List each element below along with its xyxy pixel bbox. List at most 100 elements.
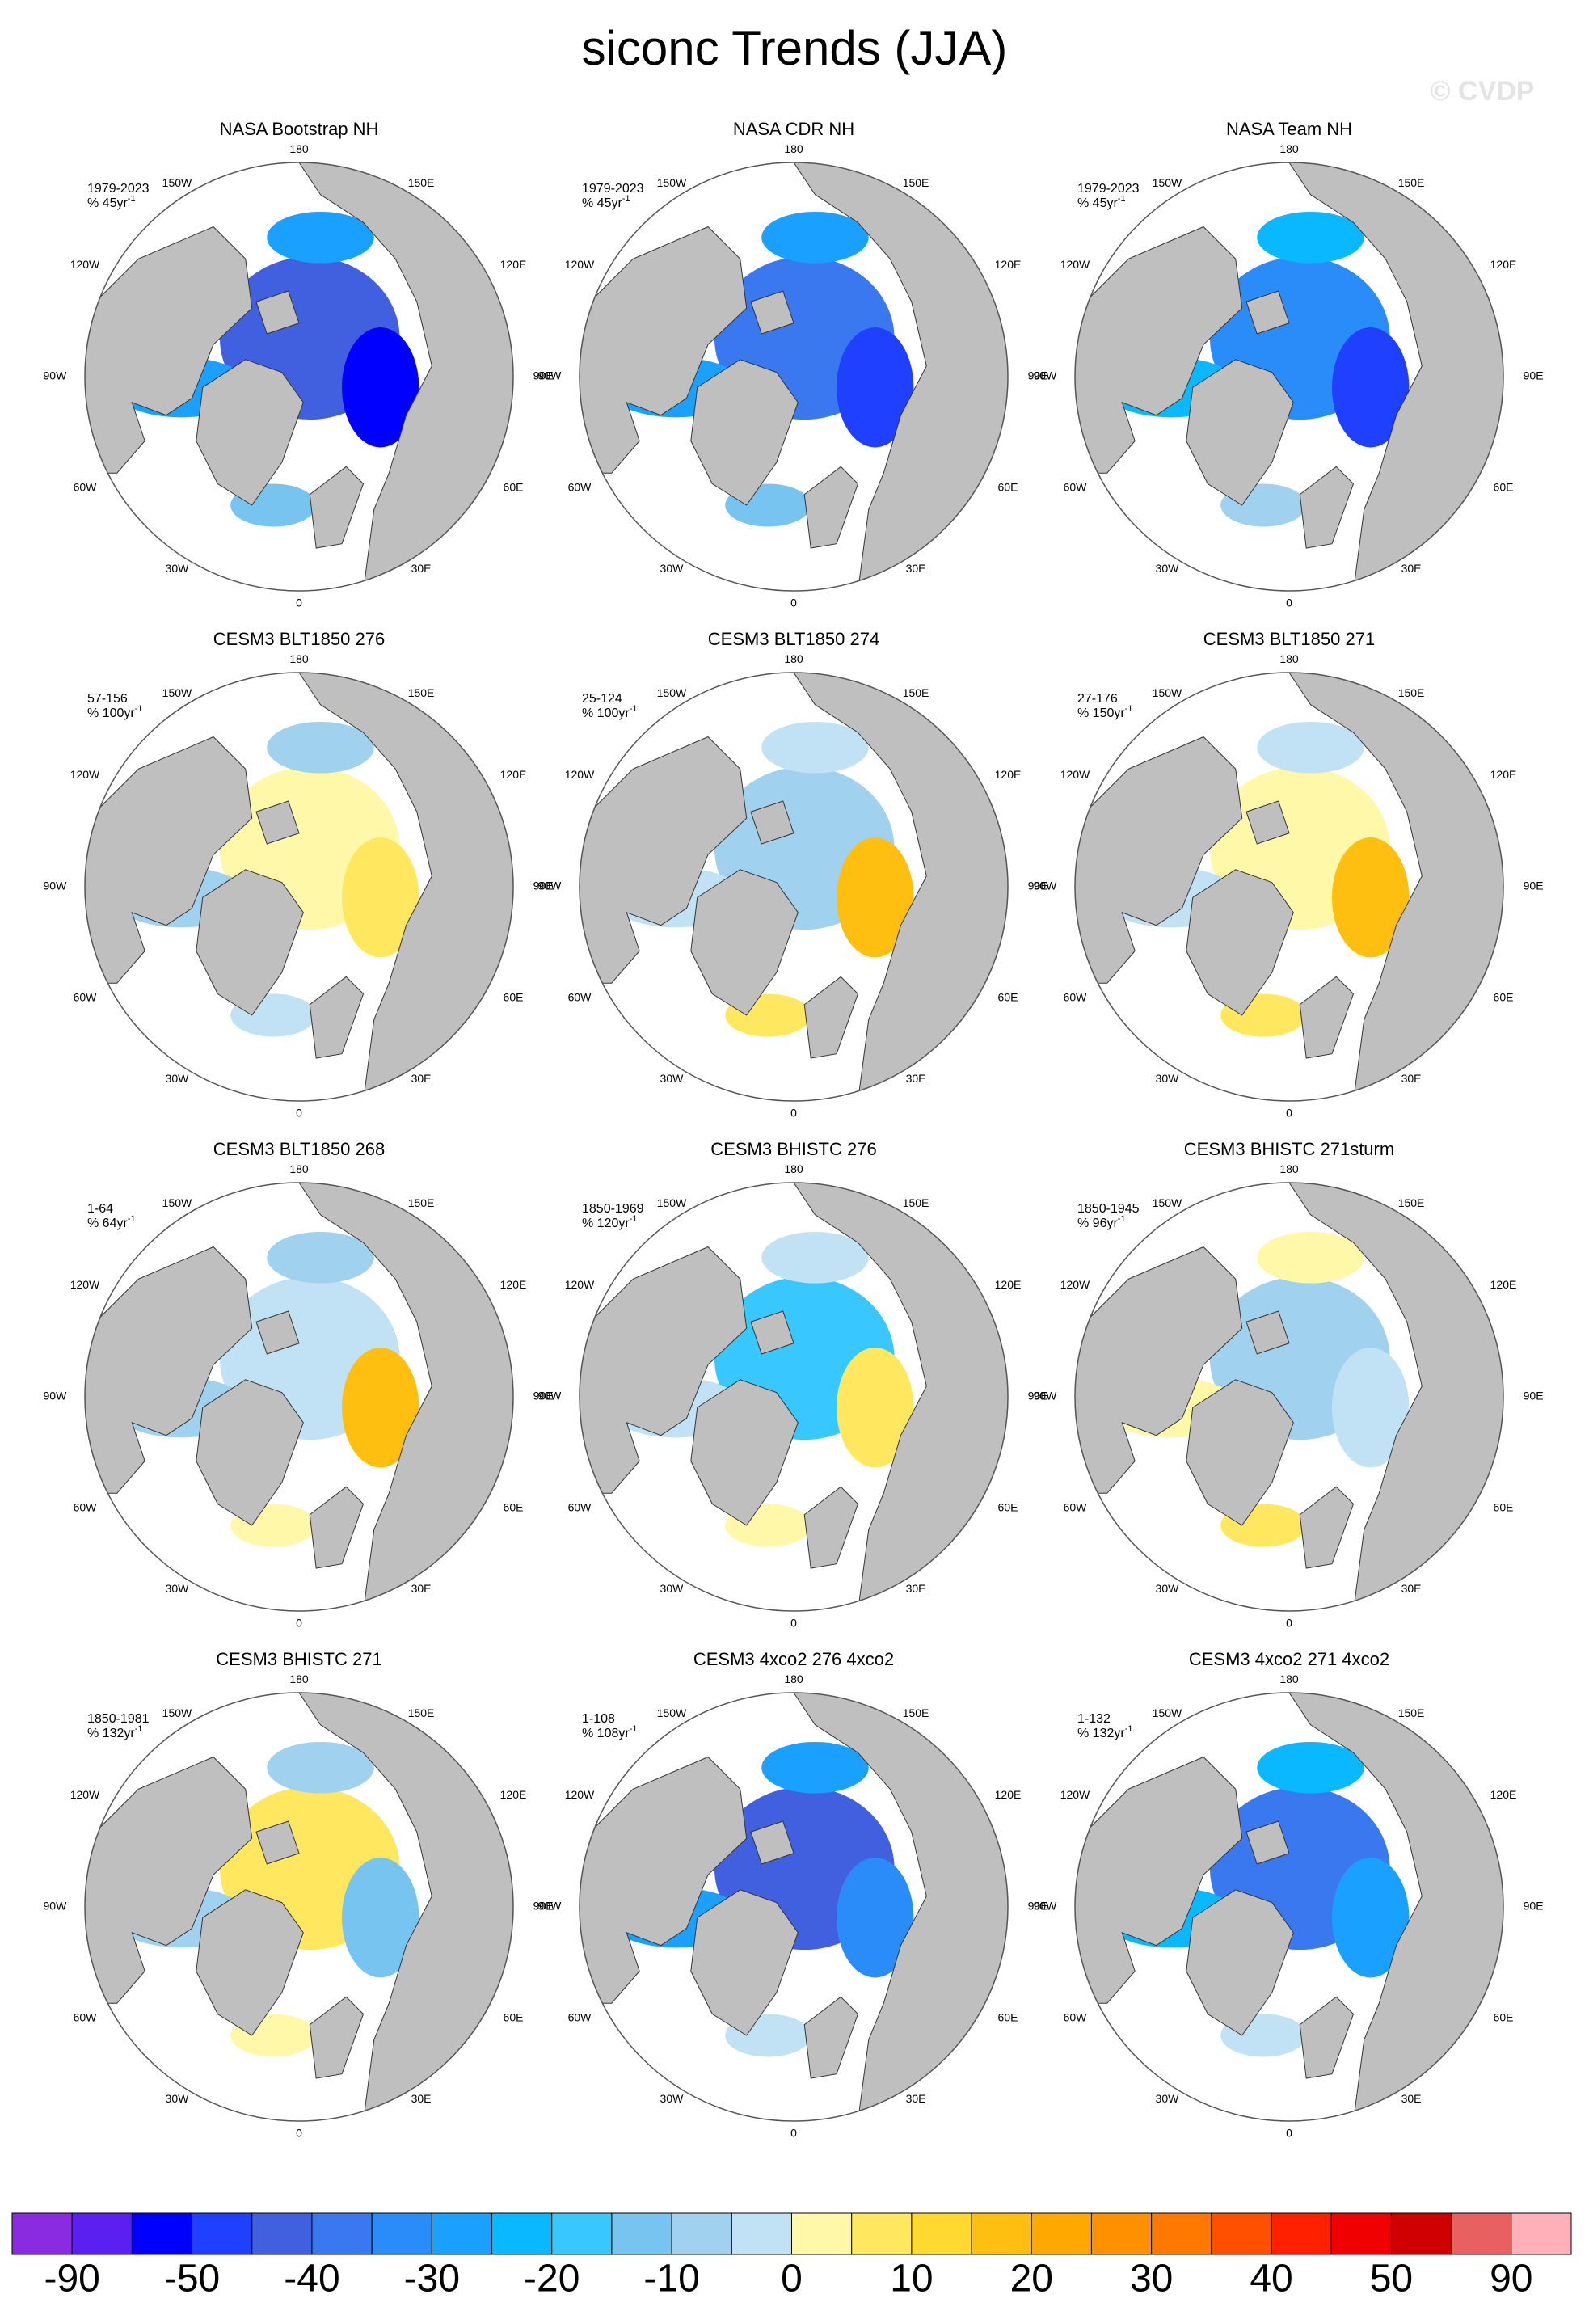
- longitude-label: 150E: [1398, 686, 1425, 699]
- longitude-label: 30W: [660, 1582, 685, 1595]
- land: [85, 1756, 253, 2004]
- map-body: [85, 1693, 513, 2121]
- land: [298, 673, 513, 1101]
- longitude-label: 30E: [1401, 1582, 1422, 1595]
- land: [1186, 1379, 1294, 1526]
- units-exponent: -1: [622, 194, 630, 204]
- map-panel: NASA CDR NH 180 150E 120E 90E 60E 30E 0 30W 60W 90…: [538, 119, 1048, 609]
- map-border: [1074, 672, 1504, 1102]
- units: % 45yr: [1077, 196, 1118, 210]
- ice-trend: [342, 1858, 419, 1978]
- land: [196, 359, 304, 506]
- colorbar-label: -20: [524, 2258, 580, 2301]
- colorbar-box: [1271, 2212, 1332, 2255]
- land: [750, 1820, 794, 1865]
- colorbar-box: [971, 2212, 1032, 2255]
- longitude-label: 150W: [1153, 686, 1182, 699]
- longitude-label: 150E: [408, 686, 435, 699]
- longitude-label: 150E: [903, 176, 929, 189]
- longitude-label: 120W: [1060, 768, 1090, 781]
- longitude-label: 150W: [162, 1196, 192, 1209]
- units: % 108yr: [582, 1727, 630, 1740]
- longitude-label: 90E: [1524, 369, 1544, 382]
- units: % 132yr: [87, 1727, 135, 1740]
- colorbar-box: [11, 2212, 73, 2255]
- land: [1245, 800, 1290, 845]
- longitude-label: 90E: [1524, 1390, 1544, 1402]
- map-border: [579, 672, 1009, 1102]
- longitude-label: 150E: [903, 1196, 929, 1209]
- longitude-label: 90E: [533, 1390, 554, 1402]
- longitude-label: 120E: [995, 1278, 1022, 1291]
- longitude-label: 120W: [70, 1788, 100, 1801]
- land: [85, 1246, 253, 1494]
- longitude-label: 120W: [70, 1278, 100, 1291]
- land: [690, 1889, 799, 2036]
- period-label: 1-132: [1077, 1712, 1111, 1726]
- ice-trend: [761, 1231, 869, 1284]
- longitude-label: 0: [790, 2127, 797, 2140]
- colorbar-box: [311, 2212, 373, 2255]
- map-body: [580, 1693, 1008, 2121]
- map-panel: CESM3 4xco2 276 4xco2 180 150E 120E 90E 60E 30…: [538, 1649, 1048, 2140]
- period-label: 25-124: [582, 692, 622, 706]
- map-body: [85, 673, 513, 1101]
- longitude-label: 60W: [1064, 991, 1088, 1004]
- map-panel: CESM3 BLT1850 276 180 150E 120E 90E 60E 30E 0 30…: [44, 629, 554, 1120]
- colorbar-box: [491, 2212, 553, 2255]
- longitude-label: 30W: [166, 1582, 190, 1595]
- longitude-label: 150W: [657, 176, 687, 189]
- longitude-label: 30E: [906, 562, 926, 575]
- land: [1299, 1996, 1355, 2079]
- longitude-label: 90W: [538, 1390, 563, 1402]
- longitude-label: 0: [296, 2127, 302, 2140]
- colorbar-box: [71, 2212, 133, 2255]
- longitude-label: 90W: [44, 1390, 68, 1402]
- land: [1299, 976, 1355, 1059]
- longitude-label: 150W: [657, 1196, 687, 1209]
- land: [1299, 1486, 1355, 1569]
- longitude-label: 60W: [74, 991, 98, 1004]
- land: [309, 1996, 365, 2079]
- longitude-label: 30W: [660, 562, 685, 575]
- map-body: [85, 162, 513, 591]
- colorbar-box: [131, 2212, 193, 2255]
- figure-title: siconc Trends (JJA): [582, 21, 1008, 75]
- land: [803, 466, 859, 549]
- longitude-label: 60W: [568, 481, 592, 494]
- longitude-label: 30W: [1156, 2092, 1180, 2105]
- colorbar-box: [1211, 2212, 1272, 2255]
- ice-trend: [761, 721, 869, 774]
- longitude-label: 180: [1279, 1162, 1299, 1175]
- colorbar-box: [791, 2212, 853, 2255]
- longitude-label: 150E: [1398, 1196, 1425, 1209]
- longitude-label: 30E: [411, 1582, 432, 1595]
- panel-title: NASA CDR NH: [733, 119, 854, 139]
- ice-trend: [1332, 327, 1410, 448]
- longitude-label: 0: [790, 1107, 797, 1120]
- longitude-label: 30E: [1401, 562, 1422, 575]
- map-panel: CESM3 BHISTC 271 180 150E 120E 90E 60E 30E 0 30W…: [44, 1649, 554, 2140]
- period-label: 1-108: [582, 1712, 615, 1726]
- period-label: 1979-2023: [582, 182, 644, 196]
- land: [1075, 1756, 1243, 2004]
- longitude-label: 90W: [1034, 369, 1058, 382]
- units-exponent: -1: [1118, 1214, 1126, 1224]
- longitude-label: 90W: [44, 879, 68, 892]
- land: [580, 1246, 748, 1494]
- longitude-label: 180: [784, 1672, 803, 1685]
- ice-trend: [267, 1231, 374, 1284]
- colorbar-box: [1451, 2212, 1512, 2255]
- longitude-label: 60E: [504, 991, 524, 1004]
- land: [298, 1693, 513, 2121]
- longitude-label: 150W: [657, 1706, 687, 1719]
- map-border: [84, 1692, 514, 2122]
- longitude-label: 180: [1279, 142, 1299, 155]
- colorbar-box: [551, 2212, 613, 2255]
- units-label: % 100yr-1: [87, 704, 142, 720]
- longitude-label: 30W: [166, 2092, 190, 2105]
- longitude-label: 60E: [504, 1501, 524, 1514]
- longitude-label: 120E: [1490, 768, 1517, 781]
- land: [793, 1693, 1008, 2121]
